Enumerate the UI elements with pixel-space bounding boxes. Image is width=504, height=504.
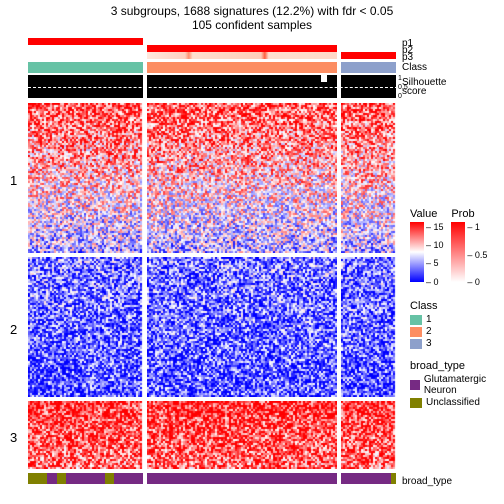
annot-p1-seg [147, 38, 337, 45]
heatmap-block-2 [28, 257, 398, 397]
silhouette-tick: 0 [398, 93, 402, 100]
prob-tick: – 0 [467, 277, 480, 287]
annot-p3-seg [28, 52, 143, 59]
annot-label-class: Class [402, 62, 427, 73]
legend-swatch [410, 315, 422, 325]
legend-class-item: 2 [410, 326, 438, 337]
annot-p3-seg [341, 52, 396, 59]
legend-value: Value – 15– 10– 5– 0 [410, 208, 437, 282]
legend-swatch [410, 398, 422, 408]
silhouette-tick: 0.5 [398, 84, 408, 91]
value-tick: – 0 [426, 277, 439, 287]
annot-label-broadtype: broad_type [402, 476, 452, 487]
value-tick: – 5 [426, 258, 439, 268]
legend-class-items: 123 [410, 314, 438, 349]
heatmap-main [28, 38, 398, 484]
annot-p2-seg [147, 45, 337, 52]
annot-p3 [28, 52, 398, 59]
annot-p1 [28, 38, 398, 45]
heatmap-canvas [147, 401, 337, 469]
annot-class [28, 62, 398, 73]
legend-class-title: Class [410, 300, 438, 312]
legend-label: 2 [426, 326, 432, 337]
prob-tick: – 0.5 [467, 250, 487, 260]
silhouette-tick: 1 [398, 75, 402, 82]
legend-prob: Prob – 1– 0.5– 0 [451, 208, 474, 282]
legend-broadtype-item: Unclassified [410, 397, 504, 408]
value-tick: – 10 [426, 240, 444, 250]
annot-p1-seg [28, 38, 143, 45]
row-label-1: 1 [10, 173, 17, 188]
heatmap-canvas [28, 103, 143, 253]
annot-p2-seg [28, 45, 143, 52]
row-label-2: 2 [10, 322, 17, 337]
legend-broadtype: broad_type Glutamatergic NeuronUnclassif… [410, 360, 504, 409]
legend-prob-title: Prob [451, 208, 474, 220]
legend-class: Class 123 [410, 300, 438, 350]
legend-label: Unclassified [426, 397, 480, 408]
legend-label: Glutamatergic Neuron [424, 374, 504, 396]
annot-p2-seg [341, 45, 396, 52]
annot-class-seg [147, 62, 337, 73]
chart-subtitle: 105 confident samples [0, 18, 504, 32]
legend-gradients: Value – 15– 10– 5– 0 Prob – 1– 0.5– 0 [410, 208, 475, 282]
prob-tick: – 1 [467, 222, 480, 232]
annot-p2 [28, 45, 398, 52]
legend-broadtype-title: broad_type [410, 360, 504, 372]
annot-p3-seg [147, 52, 337, 59]
heatmap-canvas [341, 257, 396, 397]
chart-title: 3 subgroups, 1688 signatures (12.2%) wit… [0, 0, 504, 18]
annot-p1-seg [341, 38, 396, 45]
annot-class-seg [341, 62, 396, 73]
annot-class-seg [28, 62, 143, 73]
heatmap-canvas [341, 401, 396, 469]
heatmap-canvas [28, 257, 143, 397]
annot-label-silhouette: Silhouette score [402, 78, 446, 96]
legend-class-item: 3 [410, 338, 438, 349]
legend-label: 1 [426, 314, 432, 325]
legend-swatch [410, 380, 420, 390]
row-label-3: 3 [10, 430, 17, 445]
heatmap-canvas [147, 103, 337, 253]
annot-broadtype [28, 473, 398, 484]
value-tick: – 15 [426, 222, 444, 232]
legend-swatch [410, 327, 422, 337]
legend-broadtype-item: Glutamatergic Neuron [410, 374, 504, 396]
gradient-prob: – 1– 0.5– 0 [451, 222, 465, 282]
legend-swatch [410, 339, 422, 349]
heatmap-canvas [147, 257, 337, 397]
heatmap-canvas [341, 103, 396, 253]
gradient-value: – 15– 10– 5– 0 [410, 222, 424, 282]
heatmap-block-1 [28, 103, 398, 253]
legend-broadtype-items: Glutamatergic NeuronUnclassified [410, 374, 504, 408]
legend-class-item: 1 [410, 314, 438, 325]
legend-value-title: Value [410, 208, 437, 220]
heatmap-block-3 [28, 401, 398, 469]
legend-label: 3 [426, 338, 432, 349]
heatmap-canvas [28, 401, 143, 469]
